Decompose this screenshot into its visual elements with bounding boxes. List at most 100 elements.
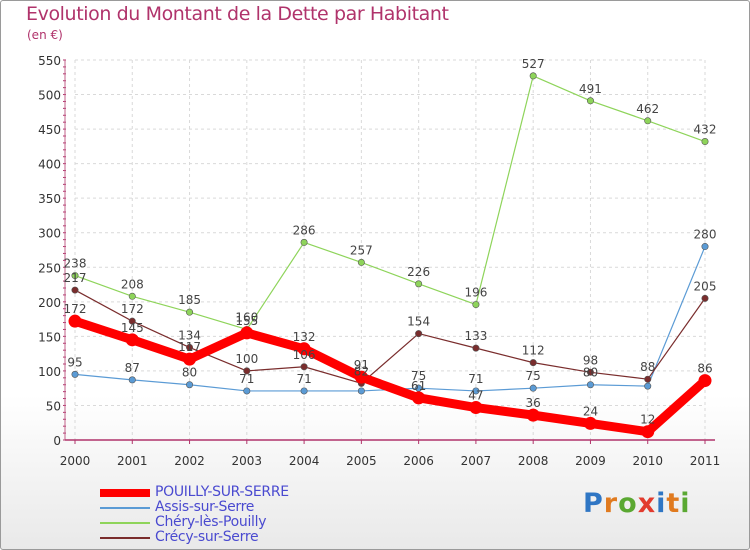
data-point (586, 368, 594, 376)
y-tick-label: 450 (38, 123, 61, 137)
data-point (644, 375, 652, 383)
logo-letter: x (637, 488, 657, 519)
data-point (472, 301, 480, 309)
data-label: 100 (235, 352, 258, 366)
data-point (300, 238, 308, 246)
data-label: 117 (178, 340, 201, 354)
x-tick-label: 2006 (403, 454, 434, 468)
data-point (586, 381, 594, 389)
data-point (529, 72, 537, 80)
data-point (472, 387, 480, 395)
legend-label: Assis-sur-Serre (155, 499, 255, 515)
data-label: 95 (67, 355, 82, 369)
legend-item: Assis-sur-Serre (100, 499, 400, 515)
legend-swatch (100, 537, 150, 539)
data-point (644, 117, 652, 125)
y-tick-label: 200 (38, 296, 61, 310)
data-label: 491 (579, 82, 602, 96)
data-point (641, 425, 655, 439)
data-label: 91 (354, 358, 369, 372)
legend-label: Crécy-sur-Serre (155, 529, 259, 545)
data-point (529, 359, 537, 367)
data-point (186, 343, 194, 351)
data-label: 160 (235, 310, 258, 324)
data-point (415, 280, 423, 288)
data-label: 217 (64, 271, 87, 285)
data-label: 238 (64, 257, 87, 271)
logo-letter: t (666, 488, 681, 519)
series-pouilly-sur-serre (68, 314, 712, 439)
data-label: 88 (640, 360, 655, 374)
data-point (412, 391, 426, 405)
data-point (128, 317, 136, 325)
data-point (240, 326, 254, 340)
legend-item: POUILLY-SUR-SERRE (100, 484, 400, 500)
x-tick-label: 2000 (60, 454, 91, 468)
y-tick-label: 100 (38, 365, 61, 379)
data-point (186, 308, 194, 316)
data-point (701, 243, 709, 251)
data-label: 280 (694, 228, 717, 242)
data-label: 145 (121, 321, 144, 335)
data-label: 75 (411, 369, 426, 383)
chart-title: Evolution du Montant de la Dette par Hab… (26, 3, 449, 25)
y-tick-label: 500 (38, 89, 61, 103)
logo-letter: r (603, 488, 619, 519)
data-label: 133 (464, 329, 487, 343)
data-label: 208 (121, 277, 144, 291)
legend-swatch (100, 507, 150, 509)
data-point (243, 367, 251, 375)
data-label: 286 (293, 223, 316, 237)
data-label: 196 (464, 286, 487, 300)
data-label: 155 (235, 314, 258, 328)
y-tick-label: 250 (38, 261, 61, 275)
data-label: 80 (583, 366, 598, 380)
logo-letter: o (618, 488, 638, 519)
data-point (586, 97, 594, 105)
data-label: 106 (293, 348, 316, 362)
data-point (297, 342, 311, 356)
data-label: 98 (583, 353, 598, 367)
data-label: 36 (526, 396, 541, 410)
data-point (529, 384, 537, 392)
y-tick-label: 350 (38, 192, 61, 206)
y-tick-label: 50 (46, 399, 61, 413)
data-point (701, 138, 709, 146)
data-label: 24 (583, 404, 598, 418)
data-point (125, 333, 139, 347)
data-label: 257 (350, 243, 373, 257)
data-label: 61 (411, 379, 426, 393)
data-label: 12 (640, 413, 655, 427)
x-tick-label: 2010 (632, 454, 663, 468)
legend-label: POUILLY-SUR-SERRE (155, 484, 289, 500)
data-label: 172 (64, 302, 87, 316)
data-point (71, 272, 79, 280)
data-point (415, 330, 423, 338)
data-label: 462 (636, 102, 659, 116)
x-tick-label: 2007 (461, 454, 492, 468)
data-point (583, 416, 597, 430)
data-label: 432 (694, 123, 717, 137)
legend-swatch (100, 489, 150, 497)
data-label: 205 (694, 279, 717, 293)
series-line (74, 289, 706, 384)
logo-letter: P (583, 488, 604, 519)
x-tick-label: 2009 (575, 454, 606, 468)
data-point (68, 314, 82, 328)
y-tick-label: 550 (38, 54, 61, 68)
data-label: 86 (697, 362, 712, 376)
data-point (357, 258, 365, 266)
data-point (701, 294, 709, 302)
data-label: 154 (407, 315, 430, 329)
legend-item: Crécy-sur-Serre (100, 529, 400, 545)
y-tick-label: 400 (38, 158, 61, 172)
y-tick-label: 0 (53, 434, 61, 448)
data-point (469, 401, 483, 415)
data-label: 71 (239, 372, 254, 386)
x-tick-label: 2001 (117, 454, 148, 468)
data-label: 71 (296, 372, 311, 386)
data-point (128, 376, 136, 384)
series-line (70, 316, 710, 437)
legend-swatch (100, 522, 150, 524)
